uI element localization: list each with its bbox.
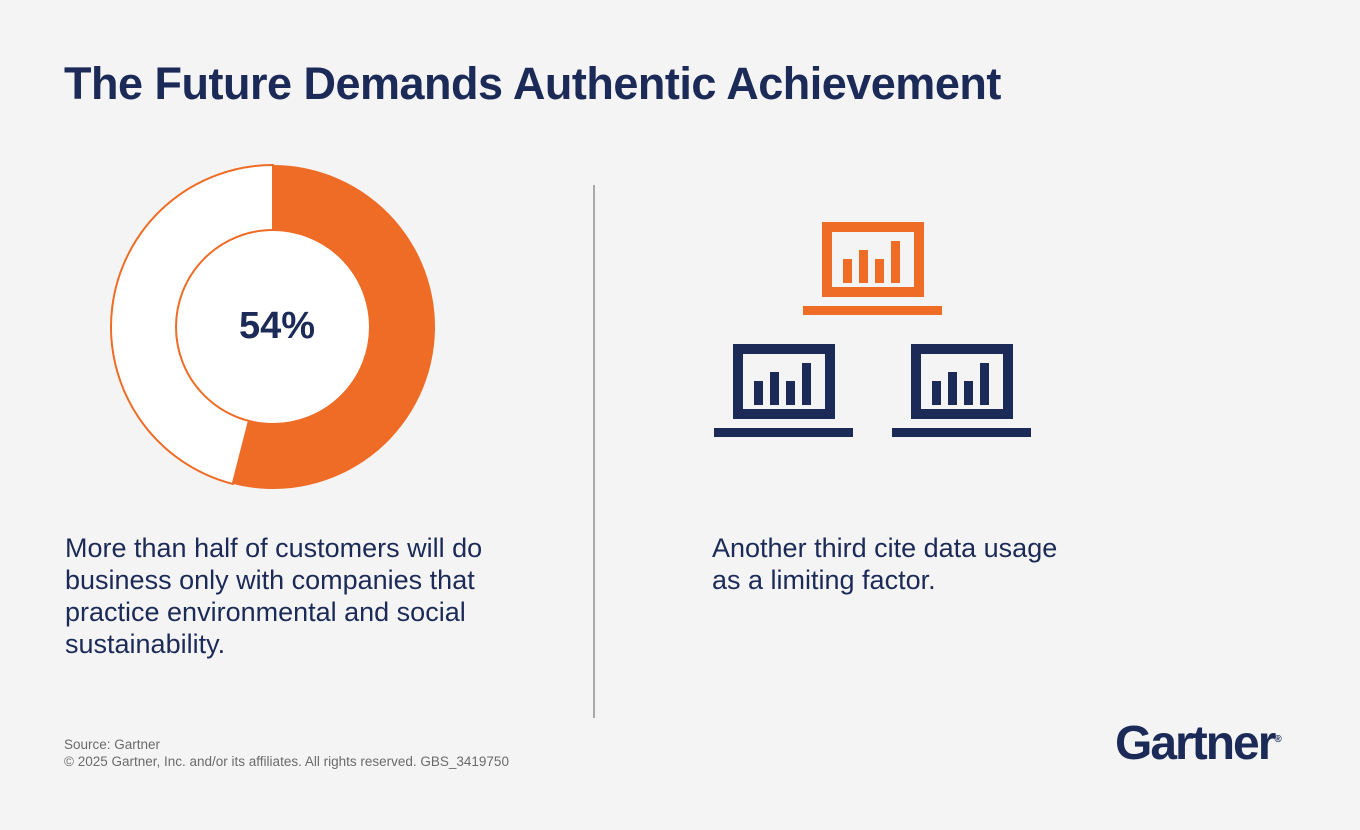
- copyright-note: © 2025 Gartner, Inc. and/or its affiliat…: [64, 754, 509, 769]
- gartner-logo: Gartner®: [1115, 717, 1282, 770]
- logo-text: Gartner: [1115, 717, 1276, 770]
- three-laptops-with-bar-charts-icon: [714, 222, 1031, 437]
- left-caption: More than half of customers will do busi…: [65, 533, 483, 659]
- source-note: Source: Gartner: [64, 737, 161, 752]
- right-caption: Another third cite data usage as a limit…: [712, 533, 1058, 595]
- donut-hole: [175, 229, 371, 425]
- laptop-chart-icon-navy-left: [714, 344, 853, 437]
- laptop-chart-icon-orange: [803, 222, 942, 315]
- donut-center-label: 54%: [239, 305, 315, 347]
- laptop-chart-icon-navy-right: [892, 344, 1031, 437]
- donut-chart: 54%: [110, 163, 435, 489]
- page-title: The Future Demands Authentic Achievement: [64, 58, 1001, 109]
- vertical-divider: [593, 185, 595, 718]
- footer: Source: Gartner © 2025 Gartner, Inc. and…: [64, 736, 509, 770]
